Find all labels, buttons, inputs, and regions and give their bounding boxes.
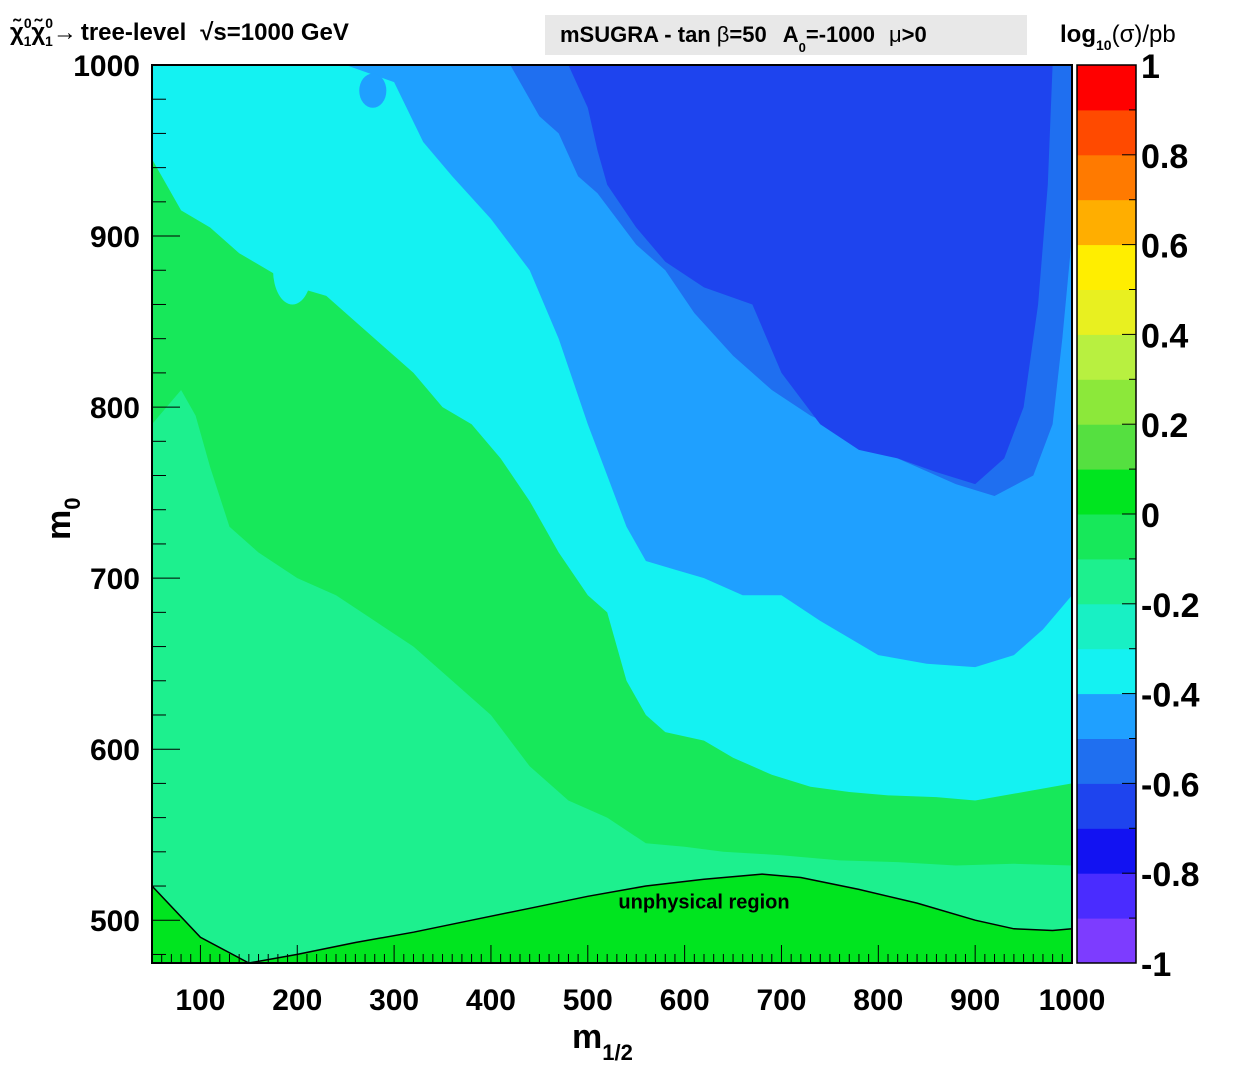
x-axis-label-main: m [572,1018,602,1056]
x-tick-label: 1000 [1039,984,1106,1017]
colorbar-level [1077,199,1136,246]
x-tick-label: 800 [853,984,903,1017]
colorbar-level [1077,648,1136,695]
y-axis-label: m0 [40,498,85,540]
x-axis-label: m1/2 [572,1018,633,1065]
y-tick-label: 1000 [73,50,140,83]
x-tick-label: 200 [272,984,322,1017]
colorbar-level [1077,738,1136,784]
colorbar-tick-label: 0.6 [1141,228,1188,266]
colorbar-tick-label: -0.6 [1141,766,1200,804]
contour-island-1 [359,73,387,108]
model-tanb: =50 [729,22,766,47]
colorbar-level [1077,154,1136,201]
title-label: tree-level [81,19,186,46]
colorbar-tick-label: -0.8 [1141,856,1200,894]
title-particle2-sub: 1 [45,33,53,49]
colorbar-level [1077,918,1136,964]
x-tick-label: 500 [563,984,613,1017]
x-tick-label: 100 [175,984,225,1017]
unphysical-region: unphysical region [152,873,1072,963]
y-tick-label: 500 [90,905,140,938]
colorbar-level [1077,334,1136,380]
colorbar-tick-label: 0.4 [1141,317,1188,355]
colorbar-level [1077,244,1136,290]
x-tick-label: 900 [950,984,1000,1017]
y-tick-label: 600 [90,734,140,767]
colorbar-level [1077,469,1136,515]
y-tick-label: 800 [90,392,140,425]
colorbar-tick-label: 0.2 [1141,407,1188,445]
model-mu: μ [889,22,902,47]
colorbar-level [1077,514,1136,560]
colorbar-title-prefix: log [1060,21,1096,48]
plot-frame [151,64,1073,964]
colorbar-tick-label: -0.2 [1141,587,1200,625]
y-axis-label-main: m [40,510,78,540]
model-title-box [545,15,1027,55]
x-tick-label: 700 [756,984,806,1017]
model-name: mSUGRA - tan [560,22,711,47]
colorbar-level [1077,558,1136,605]
x-axis-label-sub: 1/2 [602,1040,633,1065]
title-particle1: χ̃ [10,18,24,46]
x-axis: 100 200 300 400 500 600 700 800 900 1000 [151,945,1106,1017]
unphysical-region-fill [152,874,1072,963]
y-tick-label: 700 [90,563,140,596]
colorbar-axis: 1 0.8 0.6 0.4 0.2 0 -0.2 -0.4 -0.6 -0.8 -1 [1122,48,1200,984]
model-a0-sub: 0 [799,40,806,55]
colorbar-title: log10(σ)/pb [1060,21,1176,53]
title-particle2: χ̃ [31,18,45,46]
model-beta: β [717,22,730,47]
colorbar-level [1077,603,1136,650]
colorbar-tick-label: 0.8 [1141,138,1188,176]
unphysical-region-label: unphysical region [618,891,789,913]
title-particle2-sup: 0 [45,15,53,31]
chart-title-left: χ̃0 1χ̃0 1→ tree-level √s=1000 GeV [10,15,349,49]
colorbar-title-sub: 10 [1096,37,1112,53]
title-particle1-sub: 1 [24,33,32,49]
colorbar-level [1077,109,1136,156]
colorbar-level [1077,424,1136,470]
y-axis: 500 600 700 800 900 1000 [73,50,180,955]
y-axis-label-sub: 0 [60,498,85,510]
colorbar-tick-label: 1 [1141,48,1160,86]
contour-island-0 [273,236,312,305]
title-sqrt: √ [200,19,214,46]
x-tick-label: 300 [369,984,419,1017]
colorbar-level [1077,693,1136,739]
contour-islands [273,65,632,305]
colorbar-level [1077,873,1136,919]
model-title: mSUGRA - tan β=50 A0=-1000 μ>0 [560,22,927,55]
colorbar-tick-label: -0.4 [1141,677,1200,715]
colorbar-level [1077,783,1136,829]
colorbar-tick-label: 0 [1141,497,1160,535]
title-energy: s=1000 GeV [213,19,348,46]
model-a0-value: =-1000 [806,22,875,47]
title-arrow: → [53,19,77,46]
colorbar-title-suffix: (σ)/pb [1112,21,1176,48]
contour-island-2 [582,65,632,100]
colorbar [1076,64,1137,964]
x-tick-label: 600 [660,984,710,1017]
contour-band-4 [152,65,1053,485]
x-tick-label: 400 [466,984,516,1017]
model-mu-sign: >0 [902,22,927,47]
colorbar-level [1077,289,1136,335]
colorbar-tick-label: -1 [1141,946,1171,984]
colorbar-level [1077,828,1136,874]
contour-bands [152,65,1072,866]
colorbar-level [1077,65,1136,111]
y-tick-label: 900 [90,221,140,254]
plot-area: unphysical region [152,65,1072,963]
colorbar-level [1077,379,1136,425]
title-particle1-sup: 0 [24,15,32,31]
model-a0: A [783,22,799,47]
